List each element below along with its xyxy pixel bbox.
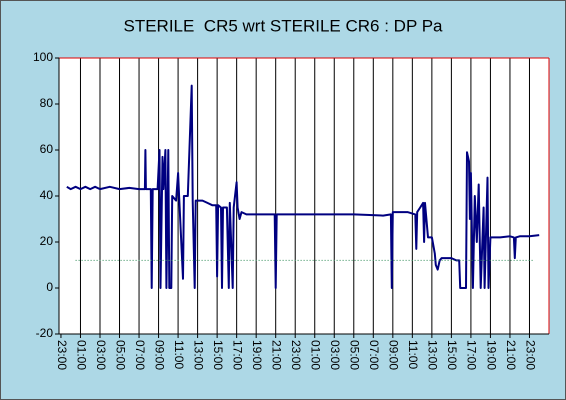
y-tick-label: 40 [40,188,54,202]
x-tick-label: 19:00 [250,340,264,370]
y-tick-label: 0 [46,280,53,294]
x-tick-label: 03:00 [328,340,342,370]
x-tick-label: 15:00 [211,340,225,370]
x-tick-label: 07:00 [133,340,147,370]
x-tick-label: 21:00 [270,340,284,370]
x-tick-label: 05:00 [113,340,127,370]
y-tick-label: 20 [40,234,54,248]
x-tick-label: 17:00 [230,340,244,370]
chart-title: STERILE CR5 wrt STERILE CR6 : DP Pa [124,16,444,35]
data-line [66,84,540,289]
x-tick-label: 09:00 [387,340,401,370]
x-tick-label: 11:00 [406,340,420,369]
x-tick-label: 17:00 [465,340,479,370]
y-tick-label: 80 [40,96,54,110]
y-tick-label: 100 [33,50,53,64]
x-tick-label: 07:00 [367,340,381,370]
y-tick-label: 60 [40,142,54,156]
x-tick-label: 21:00 [504,340,518,370]
x-tick-label: 11:00 [172,340,186,369]
x-tick-label: 01:00 [309,340,323,370]
y-tick-label: -20 [36,326,54,340]
x-tick-label: 05:00 [348,340,362,370]
x-tick-label: 01:00 [74,340,88,370]
x-tick-label: 23:00 [523,340,537,370]
x-tick-label: 13:00 [426,340,440,370]
x-tick-label: 23:00 [289,340,303,370]
x-tick-label: 19:00 [484,340,498,370]
x-tick-label: 13:00 [191,340,205,370]
x-tick-label: 23:00 [55,340,69,370]
x-tick-label: 15:00 [445,340,459,370]
x-tick-label: 09:00 [152,340,166,370]
x-tick-label: 03:00 [94,340,108,370]
